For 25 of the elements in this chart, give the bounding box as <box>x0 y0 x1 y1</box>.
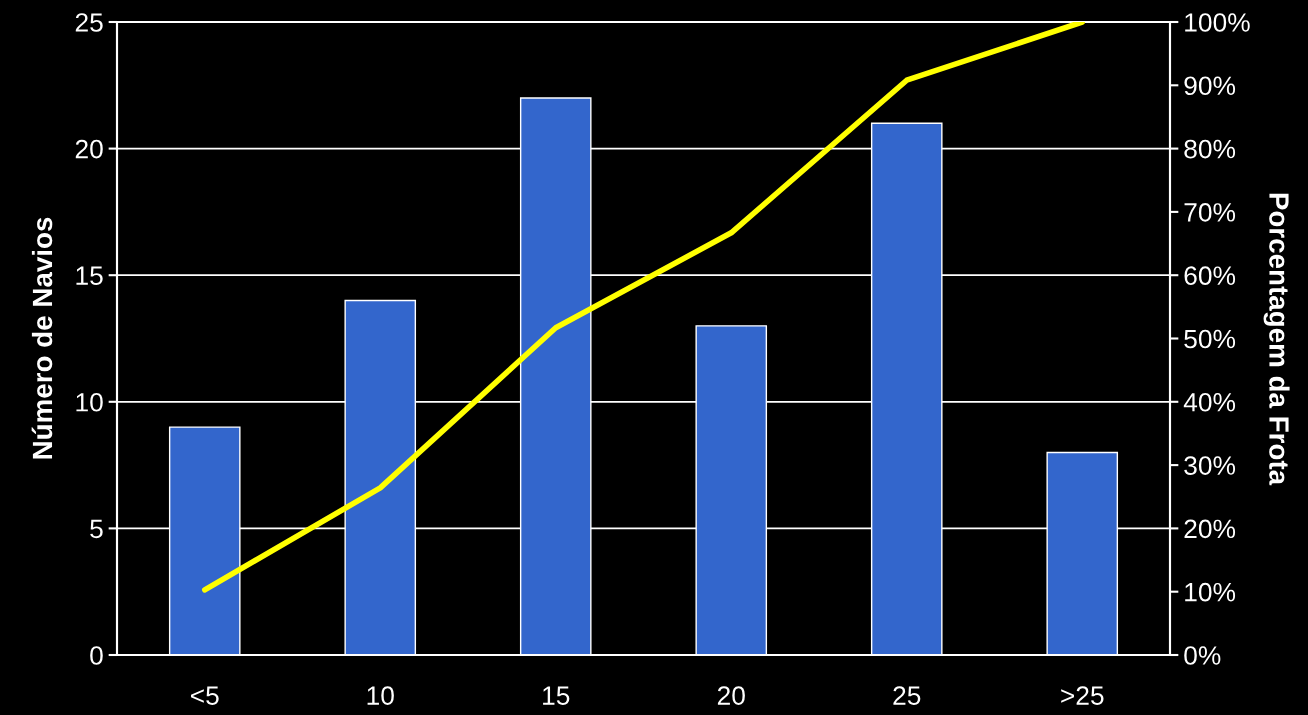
y2-tick-label: 10% <box>1185 582 1236 602</box>
y2-tick-label: 80% <box>1184 139 1236 159</box>
y-tick-label: 5 <box>90 519 103 539</box>
y2-tick-label: 50% <box>1184 329 1236 349</box>
y2-tick-label: 70% <box>1184 203 1236 222</box>
y2-tick-label: 100% <box>1185 13 1250 32</box>
y-tick-label: 0 <box>90 646 103 665</box>
y-tick-label: 20 <box>75 139 103 159</box>
y2-tick-label: 0% <box>1184 646 1221 665</box>
y-axis-title: Número de Navios <box>31 217 53 459</box>
y2-tick-label: 20% <box>1184 519 1236 539</box>
x-tick-label: 15 <box>543 686 570 705</box>
x-tick-label: 10 <box>367 686 394 705</box>
y2-axis-title: Porcentagem da Frota <box>1263 193 1290 486</box>
y2-tick-label: 40% <box>1183 392 1236 412</box>
x-tick-label: >25 <box>1061 686 1104 705</box>
x-tick-label: 20 <box>717 686 745 705</box>
y-tick-label: 25 <box>75 13 103 32</box>
y2-tick-label: 90% <box>1184 76 1236 96</box>
y2-tick-label: 60% <box>1184 266 1236 286</box>
y-tick-label: 15 <box>76 266 103 286</box>
x-tick-label: 25 <box>893 686 921 705</box>
y2-tick-label: 30% <box>1184 456 1236 475</box>
x-tick-label: <5 <box>191 686 219 705</box>
y-tick-label: 10 <box>76 392 103 412</box>
